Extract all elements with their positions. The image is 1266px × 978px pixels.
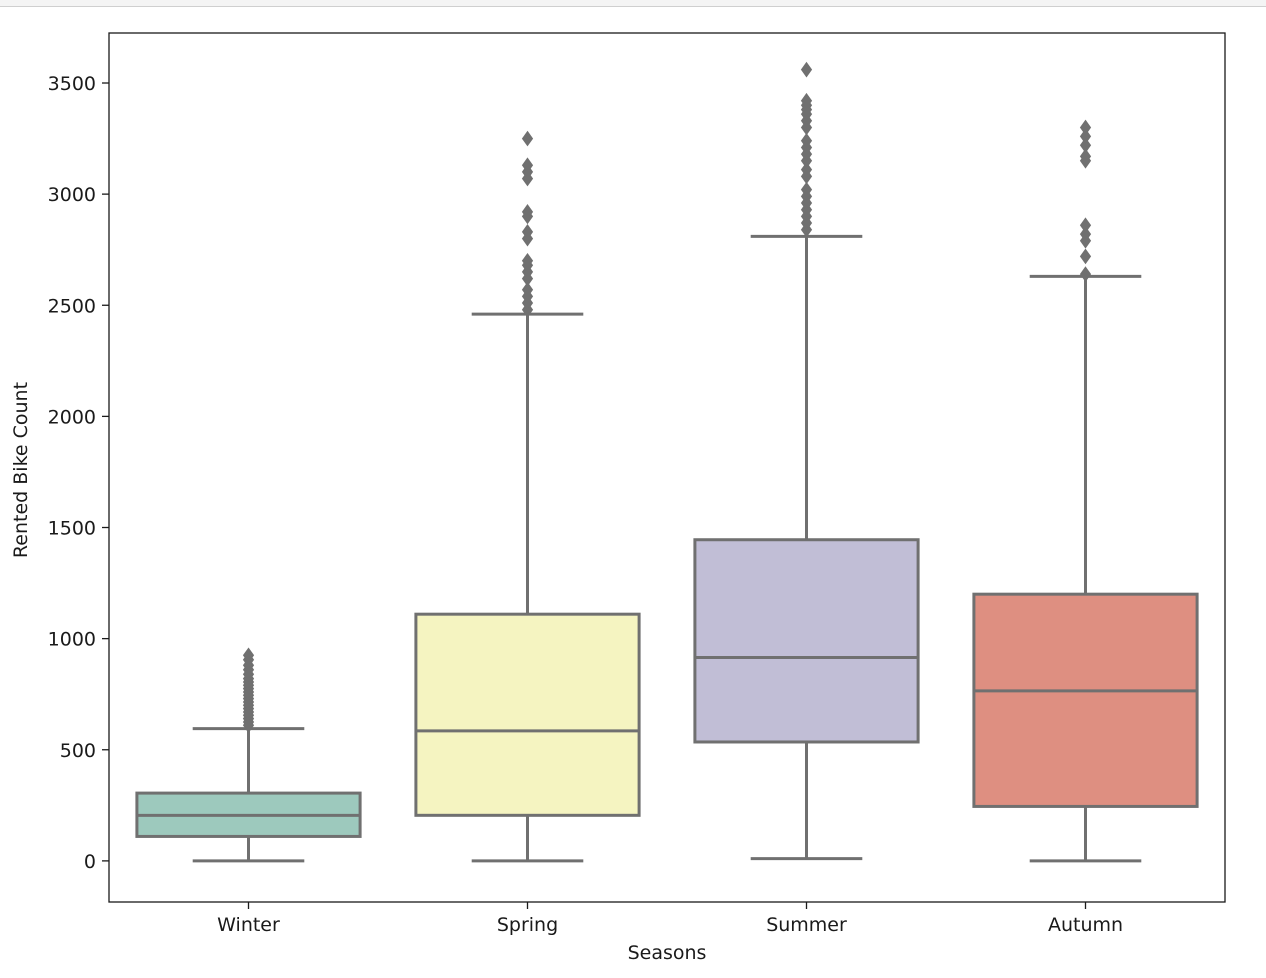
y-tick-label: 2500: [48, 295, 96, 317]
outlier-point: [521, 281, 534, 298]
box-group-autumn: [972, 119, 1199, 863]
outlier-point: [1079, 248, 1092, 265]
iqr-box: [414, 612, 641, 817]
outlier-point: [1079, 119, 1092, 136]
y-tick-label: 500: [60, 740, 96, 762]
box-group-spring: [414, 130, 641, 863]
iqr-box: [693, 538, 920, 744]
y-tick-label: 2000: [48, 406, 96, 428]
x-tick-label: Summer: [766, 914, 847, 936]
outlier-point: [800, 181, 813, 198]
outlier-point: [521, 157, 534, 174]
outlier-point: [800, 61, 813, 78]
plot-frame: [108, 32, 1226, 903]
plot-layer: [135, 61, 1199, 863]
x-tick-label: Spring: [497, 914, 558, 936]
x-axis-label: Seasons: [628, 942, 707, 964]
y-tick-label: 3000: [48, 184, 96, 206]
y-tick-label: 1000: [48, 629, 96, 651]
outlier-point: [1079, 217, 1092, 234]
outlier-point: [1079, 148, 1092, 165]
y-tick-label: 3500: [48, 73, 96, 95]
outlier-point: [800, 132, 813, 149]
outlier-point: [1079, 266, 1092, 283]
outlier-point: [1079, 226, 1092, 242]
x-tick-label: Autumn: [1048, 914, 1123, 936]
outlier-point: [521, 130, 534, 147]
outlier-point: [521, 252, 534, 269]
outlier-point: [1079, 128, 1092, 145]
outlier-point: [242, 647, 255, 664]
top-rule: [0, 0, 1266, 7]
y-tick-label: 1500: [48, 518, 96, 540]
outlier-point: [1079, 137, 1092, 154]
y-tick-label: 0: [84, 851, 96, 873]
outlier-point: [521, 204, 534, 220]
box-group-winter: [135, 647, 362, 863]
box-group-summer: [693, 61, 920, 861]
outlier-point: [800, 161, 813, 178]
y-axis-label: Rented Bike Count: [10, 382, 32, 558]
outlier-point: [521, 224, 534, 240]
x-tick-label: Winter: [217, 914, 280, 936]
iqr-box: [972, 592, 1199, 808]
outlier-point: [800, 92, 813, 109]
